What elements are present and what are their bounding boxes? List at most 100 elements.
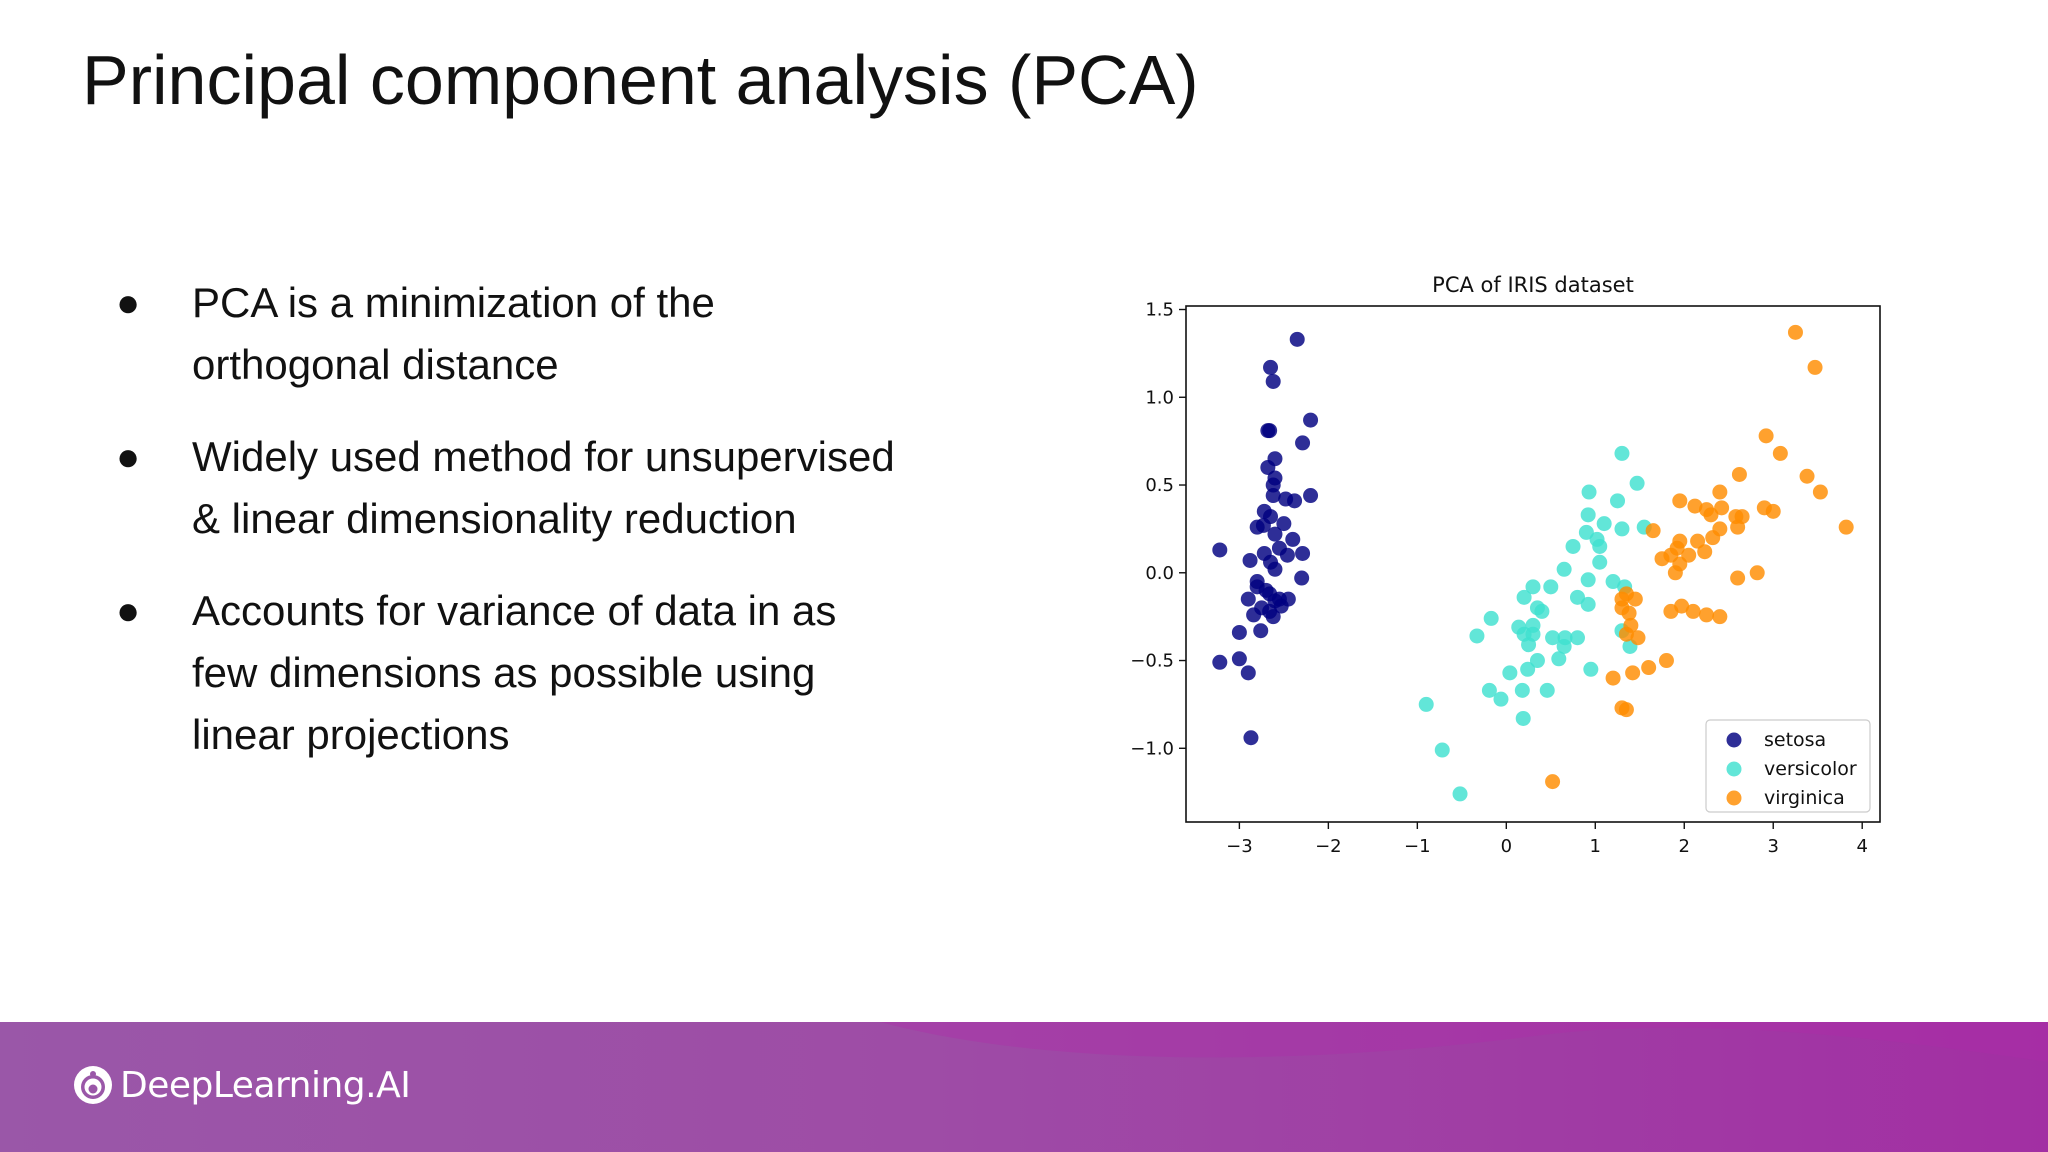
bullet-item: ● PCA is a minimization of the orthogona… (110, 272, 990, 396)
x-tick-label: 4 (1856, 836, 1867, 857)
versicolor-point (1569, 630, 1585, 646)
versicolor-point (1580, 596, 1596, 612)
legend-box (1705, 719, 1871, 813)
setosa-point (1265, 488, 1281, 504)
x-tick-label: −2 (1315, 836, 1342, 857)
bullet-text-line: few dimensions as possible using (192, 649, 816, 696)
setosa-point (1273, 598, 1289, 614)
virginica-point (1621, 605, 1637, 621)
virginica-point (1667, 565, 1683, 581)
setosa-point (1303, 488, 1319, 504)
virginica-point (1787, 324, 1803, 340)
virginica-point (1697, 544, 1713, 560)
versicolor-point (1534, 603, 1550, 619)
y-tick-label: 0.5 (1145, 475, 1174, 496)
setosa-point (1242, 552, 1258, 568)
virginica-point (1705, 530, 1721, 546)
x-tick-label: 1 (1590, 836, 1601, 857)
versicolor-point (1578, 524, 1594, 540)
versicolor-point (1569, 589, 1585, 605)
versicolor-point (1629, 475, 1645, 491)
x-tick-label: 2 (1679, 836, 1690, 857)
versicolor-point (1580, 507, 1596, 523)
slide-title: Principal component analysis (PCA) (82, 41, 1199, 119)
y-tick-label: 0.0 (1145, 563, 1174, 584)
virginica-point (1641, 660, 1657, 676)
bullet-item: ● Widely used method for unsupervised & … (110, 426, 990, 550)
legend-label-versicolor: versicolor (1764, 758, 1857, 780)
versicolor-point (1545, 630, 1561, 646)
versicolor-point (1515, 710, 1531, 726)
bullet-text-line: Accounts for variance of data in as (192, 587, 837, 634)
x-tick-label: 0 (1501, 836, 1512, 857)
setosa-point (1246, 607, 1262, 623)
bullet-marker: ● (116, 589, 141, 633)
bullet-marker: ● (116, 435, 141, 479)
setosa-point (1240, 591, 1256, 607)
versicolor-point (1418, 696, 1434, 712)
versicolor-point (1529, 653, 1545, 669)
virginica-point (1730, 519, 1746, 535)
versicolor-point (1493, 691, 1509, 707)
versicolor-point (1520, 661, 1536, 677)
setosa-point (1255, 517, 1271, 533)
footer-bar: DeepLearning.AI (0, 1022, 2048, 1152)
y-tick-label: −1.0 (1130, 738, 1174, 759)
versicolor-point (1502, 665, 1518, 681)
x-tick-label: 3 (1768, 836, 1779, 857)
setosa-point (1279, 547, 1295, 563)
versicolor-point (1565, 538, 1581, 554)
legend: setosa versicolor virginica (1705, 719, 1871, 813)
setosa-point (1267, 561, 1283, 577)
versicolor-point (1516, 589, 1532, 605)
virginica-point (1658, 653, 1674, 669)
bullet-text-line: PCA is a minimization of the (192, 279, 715, 326)
chart-title: PCA of IRIS dataset (1432, 273, 1634, 297)
virginica-point (1703, 507, 1719, 523)
versicolor-point (1483, 610, 1499, 626)
versicolor-point (1592, 554, 1608, 570)
setosa-point (1212, 654, 1228, 670)
virginica-point (1749, 565, 1765, 581)
versicolor-point (1614, 445, 1630, 461)
y-tick-label: 1.0 (1145, 387, 1174, 408)
versicolor-point (1514, 682, 1530, 698)
virginica-point (1545, 774, 1561, 790)
setosa-point (1212, 542, 1228, 558)
bullet-marker: ● (116, 281, 141, 325)
bullet-text-line: & linear dimensionality reduction (192, 495, 797, 542)
bullet-list: ● PCA is a minimization of the orthogona… (110, 272, 990, 796)
virginica-point (1712, 609, 1728, 625)
pca-scatter-chart: PCA of IRIS dataset −3 −2 −1 0 1 2 3 4 −1.0 −0.5… (1130, 273, 1881, 857)
versicolor-point (1605, 574, 1621, 590)
versicolor-point (1592, 538, 1608, 554)
x-tick-label: −1 (1404, 836, 1431, 857)
virginica-point (1765, 503, 1781, 519)
setosa-point (1265, 477, 1281, 493)
virginica-point (1731, 466, 1747, 482)
deeplearning-ai-logo-icon (74, 1066, 112, 1104)
versicolor-point (1556, 638, 1572, 654)
versicolor-point (1521, 637, 1537, 653)
setosa-point (1249, 574, 1265, 590)
setosa-point (1278, 491, 1294, 507)
versicolor-point (1543, 579, 1559, 595)
brand-name: DeepLearning.AI (120, 1064, 411, 1106)
virginica-point (1687, 498, 1703, 514)
virginica-point (1838, 519, 1854, 535)
scatter-points (1212, 324, 1854, 802)
bullet-text-line: orthogonal distance (192, 341, 559, 388)
virginica-point (1627, 591, 1643, 607)
versicolor-point (1581, 484, 1597, 500)
y-tick-label: −0.5 (1130, 651, 1174, 672)
virginica-point (1730, 570, 1746, 586)
virginica-point (1623, 617, 1639, 633)
versicolor-point (1525, 579, 1541, 595)
legend-marker-virginica (1726, 790, 1742, 806)
virginica-point (1712, 484, 1728, 500)
setosa-point (1240, 665, 1256, 681)
versicolor-point (1580, 572, 1596, 588)
virginica-point (1630, 630, 1646, 646)
virginica-point (1699, 607, 1714, 623)
setosa-point (1289, 331, 1305, 347)
